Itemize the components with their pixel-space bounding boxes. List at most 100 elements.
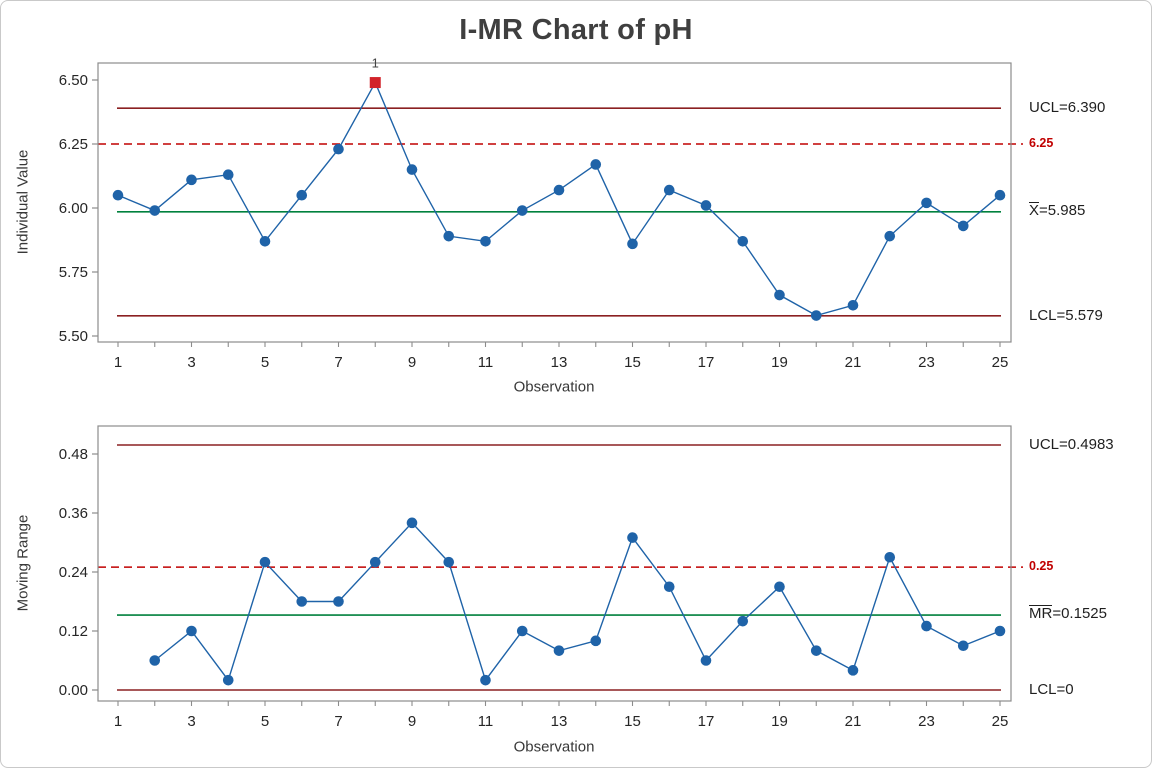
data-point[interactable] <box>957 640 969 652</box>
y-tick-label: 0.48 <box>59 446 88 463</box>
data-point[interactable] <box>663 184 675 196</box>
data-point[interactable] <box>259 235 271 247</box>
chart-moving_range: 0.000.120.240.360.481 3 5 7 9 11 13 15 17 19 21 23 2… <box>59 425 1023 730</box>
data-point[interactable] <box>774 581 785 593</box>
x-tick-label: 5 <box>261 713 269 730</box>
data-point[interactable] <box>296 189 308 201</box>
x-tick-label: 5 <box>261 354 269 371</box>
data-point[interactable] <box>737 235 749 247</box>
data-point[interactable] <box>112 189 124 201</box>
data-point[interactable] <box>333 143 344 155</box>
data-point[interactable] <box>516 625 528 637</box>
y-axis-title-individual-value: Individual Value <box>14 149 32 255</box>
data-point[interactable] <box>627 238 638 250</box>
xbar-symbol: X <box>1029 202 1040 219</box>
data-point[interactable] <box>994 189 1006 201</box>
data-point[interactable] <box>700 655 712 666</box>
x-tick-label: 11 <box>478 354 494 371</box>
data-point[interactable] <box>186 625 197 637</box>
x-axis-title-observation-top: Observation <box>513 378 595 396</box>
data-point[interactable] <box>700 200 712 211</box>
x-tick-label: 21 <box>845 354 862 371</box>
y-tick-label: 6.25 <box>59 136 88 153</box>
data-point[interactable] <box>480 674 491 686</box>
y-tick-label: 0.12 <box>59 623 88 640</box>
data-point[interactable] <box>259 556 271 568</box>
x-tick-label: 15 <box>624 713 641 730</box>
x-tick-label: 25 <box>992 713 1009 730</box>
data-point[interactable] <box>149 205 161 216</box>
data-point[interactable] <box>516 205 528 216</box>
y-tick-label: 5.50 <box>59 328 88 345</box>
x-tick-label: 3 <box>187 354 195 371</box>
x-tick-label: 25 <box>992 354 1009 371</box>
y-tick-label: 0.36 <box>59 505 88 522</box>
out-of-control-point[interactable] <box>369 77 381 89</box>
data-point[interactable] <box>627 532 638 543</box>
y-tick-label: 0.24 <box>59 564 88 581</box>
data-point[interactable] <box>884 551 896 563</box>
plot-border-moving_range <box>97 425 1012 702</box>
data-point[interactable] <box>847 299 859 311</box>
data-point[interactable] <box>186 174 197 186</box>
x-tick-label: 23 <box>918 354 935 371</box>
chart-title: I-MR Chart of pH <box>459 14 693 46</box>
data-point[interactable] <box>333 596 344 607</box>
data-point[interactable] <box>222 674 234 686</box>
x-tick-label: 19 <box>771 713 788 730</box>
data-point[interactable] <box>590 159 602 170</box>
x-tick-label: 21 <box>845 713 862 730</box>
data-point[interactable] <box>737 615 749 627</box>
data-point[interactable] <box>443 230 455 242</box>
ucl-label-individuals: UCL=6.390 <box>1029 99 1106 116</box>
ref-line-label-individuals: 6.25 <box>1029 136 1054 150</box>
data-point[interactable] <box>957 220 969 232</box>
x-tick-label: 17 <box>698 354 715 371</box>
center-label-individuals: X=5.985 <box>1029 201 1085 220</box>
x-tick-label: 13 <box>551 354 568 371</box>
data-point[interactable] <box>847 665 859 676</box>
y-axis-title-moving-range: Moving Range <box>14 514 32 612</box>
x-tick-label: 1 <box>114 713 122 730</box>
data-point[interactable] <box>443 556 455 568</box>
x-tick-label: 3 <box>187 713 195 730</box>
plot-border-individuals <box>97 62 1012 343</box>
ref-line-label-moving-range: 0.25 <box>1029 559 1054 573</box>
data-point[interactable] <box>590 635 602 647</box>
out-of-control-flag-label: 1 <box>372 56 379 71</box>
data-point[interactable] <box>921 620 932 632</box>
data-point[interactable] <box>149 655 161 666</box>
data-point[interactable] <box>369 556 381 568</box>
data-point[interactable] <box>810 310 822 321</box>
y-tick-label: 6.00 <box>59 200 88 217</box>
y-tick-label: 5.75 <box>59 264 88 281</box>
ucl-label-moving-range: UCL=0.4983 <box>1029 436 1114 453</box>
data-point[interactable] <box>553 645 565 656</box>
series-line-individuals <box>117 80 1001 317</box>
data-point[interactable] <box>222 169 234 181</box>
data-point[interactable] <box>663 581 675 593</box>
x-tick-label: 7 <box>334 354 342 371</box>
x-axis-title-observation-bottom: Observation <box>513 738 595 756</box>
y-tick-label: 6.50 <box>59 72 88 89</box>
x-tick-label: 17 <box>698 713 715 730</box>
data-point[interactable] <box>774 289 785 301</box>
lcl-label-moving-range: LCL=0 <box>1029 681 1074 698</box>
data-point[interactable] <box>921 197 932 209</box>
data-point[interactable] <box>810 645 822 656</box>
center-label-moving-range: MR=0.1525 <box>1029 604 1107 623</box>
data-point[interactable] <box>296 596 308 607</box>
data-point[interactable] <box>480 235 491 247</box>
data-point[interactable] <box>994 625 1006 637</box>
data-point[interactable] <box>553 184 565 196</box>
x-tick-label: 9 <box>408 354 416 371</box>
x-tick-label: 1 <box>114 354 122 371</box>
data-point[interactable] <box>884 230 896 242</box>
x-tick-label: 11 <box>478 713 494 730</box>
data-point[interactable] <box>406 517 418 529</box>
data-point[interactable] <box>406 164 418 175</box>
x-tick-label: 23 <box>918 713 935 730</box>
y-tick-label: 0.00 <box>59 682 88 699</box>
series-line-moving_range <box>154 521 1001 682</box>
chart-individuals: 5.505.756.006.256.501 3 5 7 9 11 13 15 17 19 21 23 2… <box>59 56 1023 371</box>
